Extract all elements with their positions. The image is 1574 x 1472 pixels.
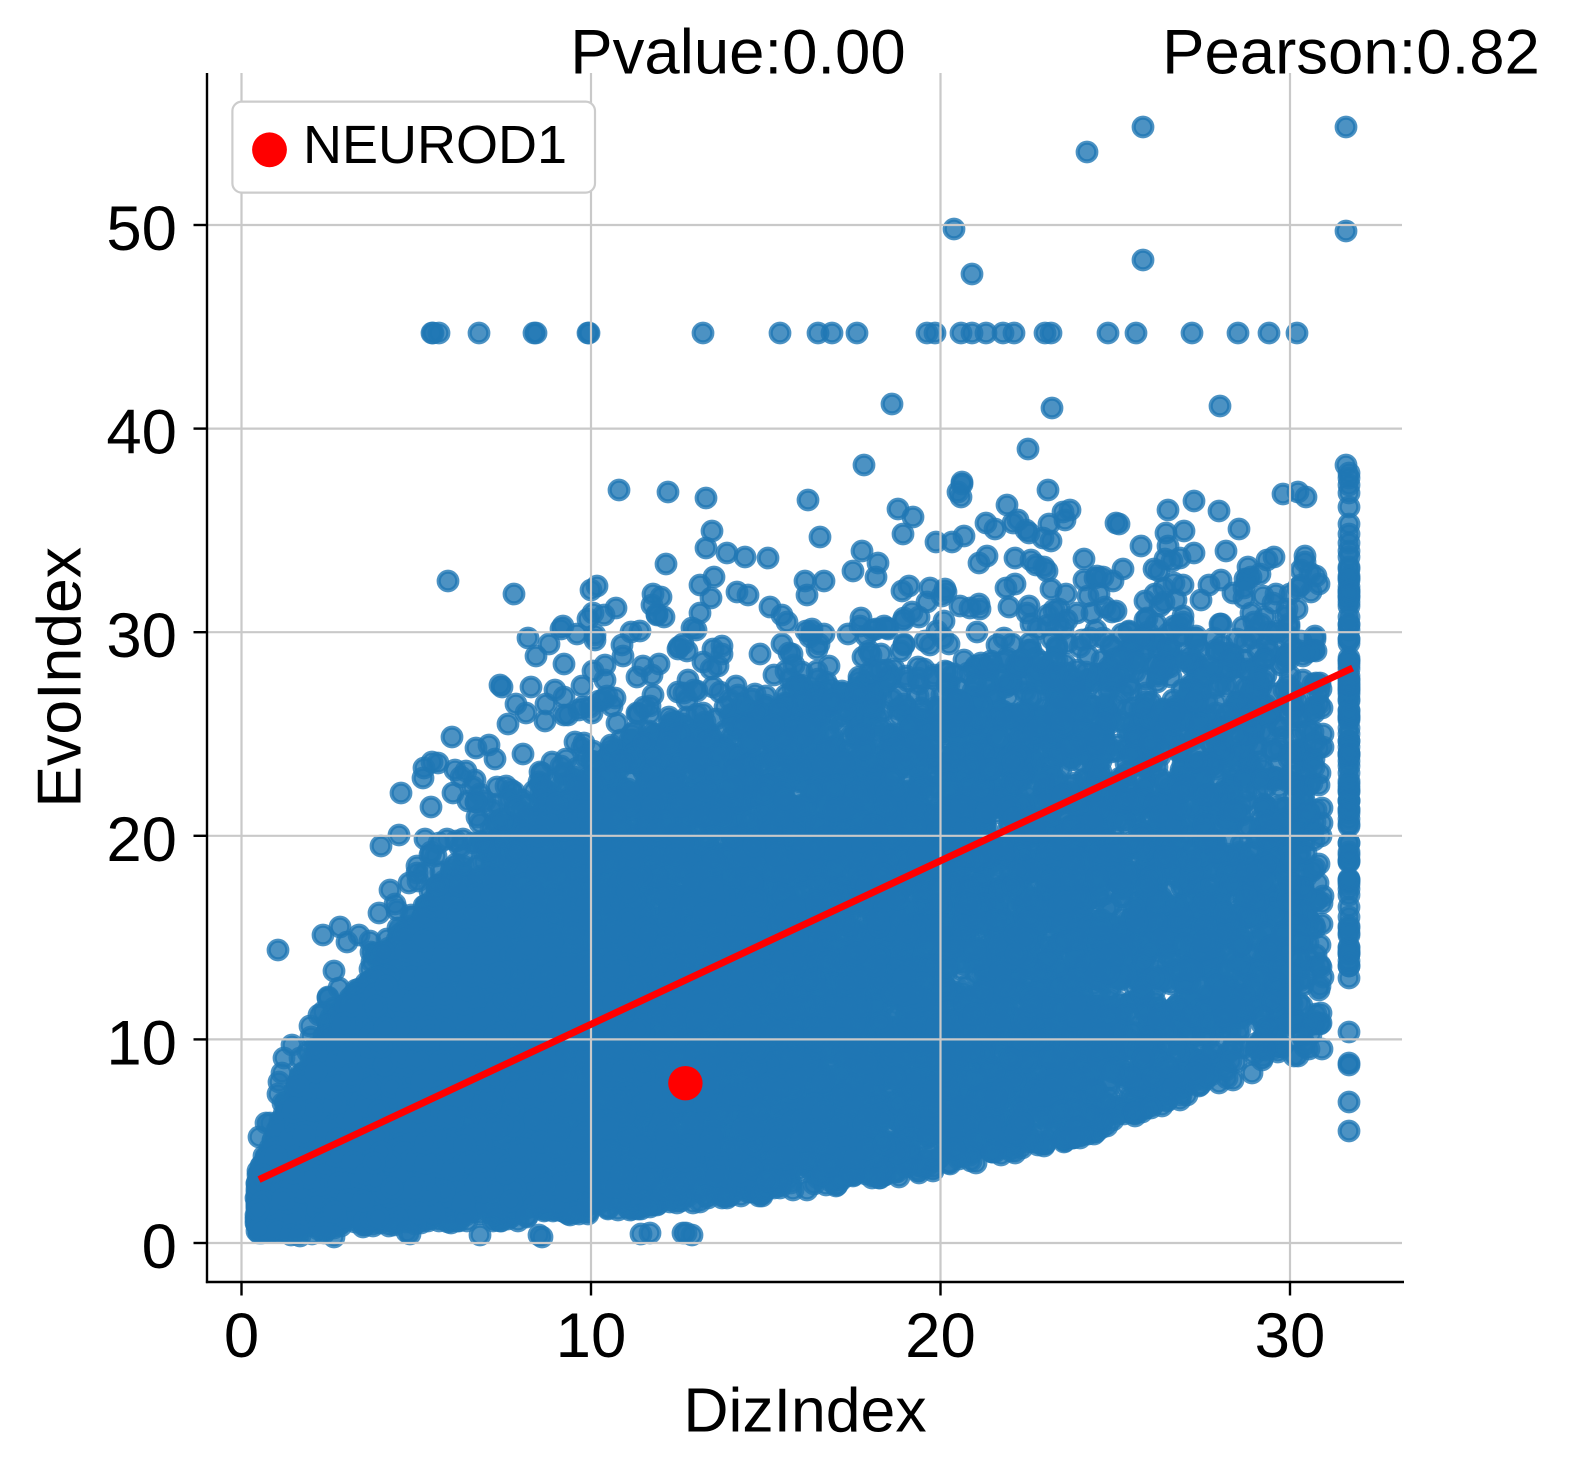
svg-text:0: 0: [142, 1212, 177, 1282]
svg-text:10: 10: [556, 1301, 627, 1371]
svg-text:NEUROD1: NEUROD1: [303, 115, 567, 175]
svg-text:10: 10: [106, 1008, 177, 1078]
svg-text:20: 20: [905, 1301, 976, 1371]
svg-text:Pvalue:0.00: Pvalue:0.00: [570, 18, 905, 88]
svg-text:DizIndex: DizIndex: [683, 1376, 926, 1446]
svg-text:0: 0: [224, 1301, 259, 1371]
svg-text:30: 30: [106, 601, 177, 671]
svg-text:EvoIndex: EvoIndex: [25, 547, 95, 808]
svg-text:30: 30: [1255, 1301, 1326, 1371]
svg-text:20: 20: [106, 805, 177, 875]
svg-text:50: 50: [106, 194, 177, 264]
svg-text:Pearson:0.82: Pearson:0.82: [1162, 18, 1540, 88]
svg-text:40: 40: [106, 398, 177, 468]
